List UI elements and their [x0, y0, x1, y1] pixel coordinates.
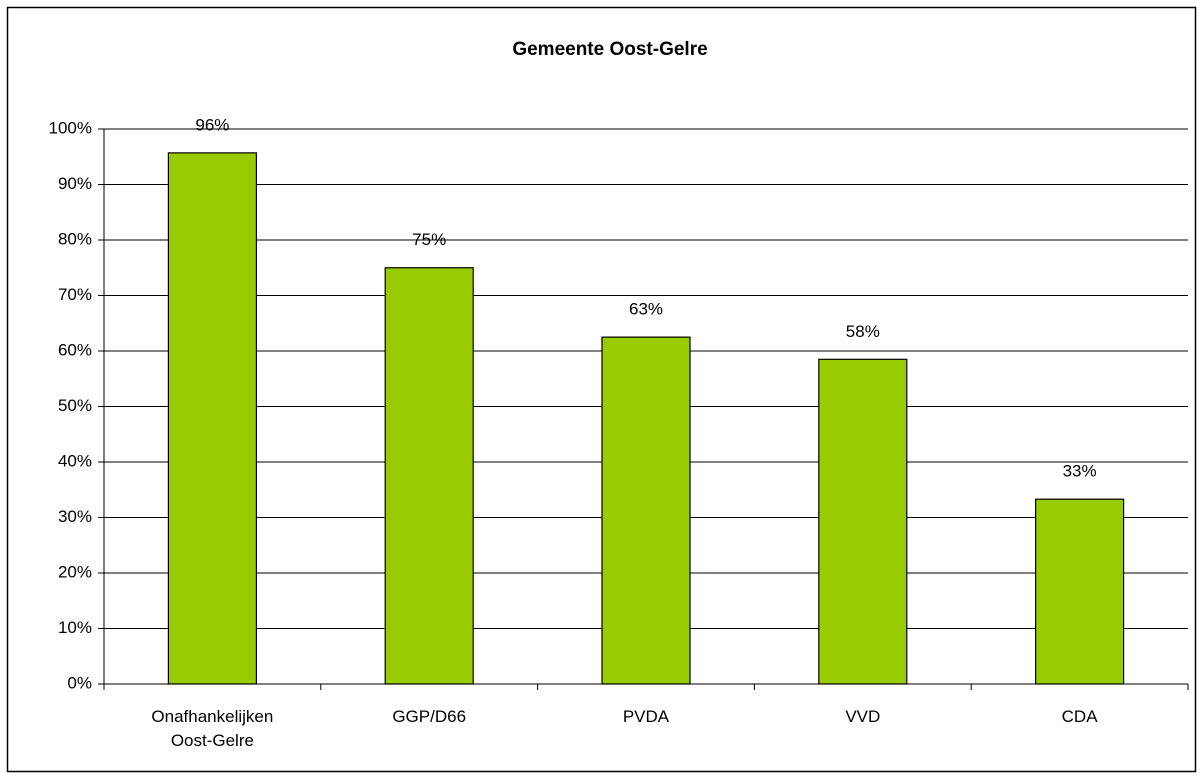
- y-tick-label: 10%: [58, 618, 92, 637]
- x-tick-label: Onafhankelijken Oost-Gelre: [151, 707, 274, 750]
- data-label: 58%: [846, 322, 880, 341]
- y-tick-label: 30%: [58, 507, 92, 526]
- x-tick-label: CDA: [1061, 707, 1098, 726]
- data-label: 33%: [1063, 462, 1097, 481]
- y-tick-label: 40%: [58, 451, 92, 470]
- bar: [1034, 498, 1125, 685]
- y-tick-label: 70%: [58, 285, 92, 304]
- y-tick-label: 60%: [58, 340, 92, 359]
- y-tick-label: 0%: [67, 673, 92, 692]
- y-tick-label: 90%: [58, 174, 92, 193]
- y-tick-label: 20%: [58, 562, 92, 581]
- x-tick-label: GGP/D66: [392, 707, 467, 726]
- bar: [384, 267, 474, 685]
- bar: [601, 336, 691, 685]
- x-tick-label: VVD: [845, 707, 881, 726]
- y-tick-label: 80%: [58, 229, 92, 248]
- chart-title: Gemeente Oost-Gelre: [512, 39, 707, 60]
- y-tick-label: 50%: [58, 396, 92, 415]
- bar: [818, 358, 908, 685]
- x-tick-label: PVDA: [622, 707, 670, 726]
- bar: [167, 152, 257, 685]
- data-label: 75%: [412, 230, 446, 249]
- data-label: 63%: [629, 300, 663, 319]
- y-tick-label: 100%: [49, 118, 92, 137]
- data-label: 96%: [195, 115, 229, 134]
